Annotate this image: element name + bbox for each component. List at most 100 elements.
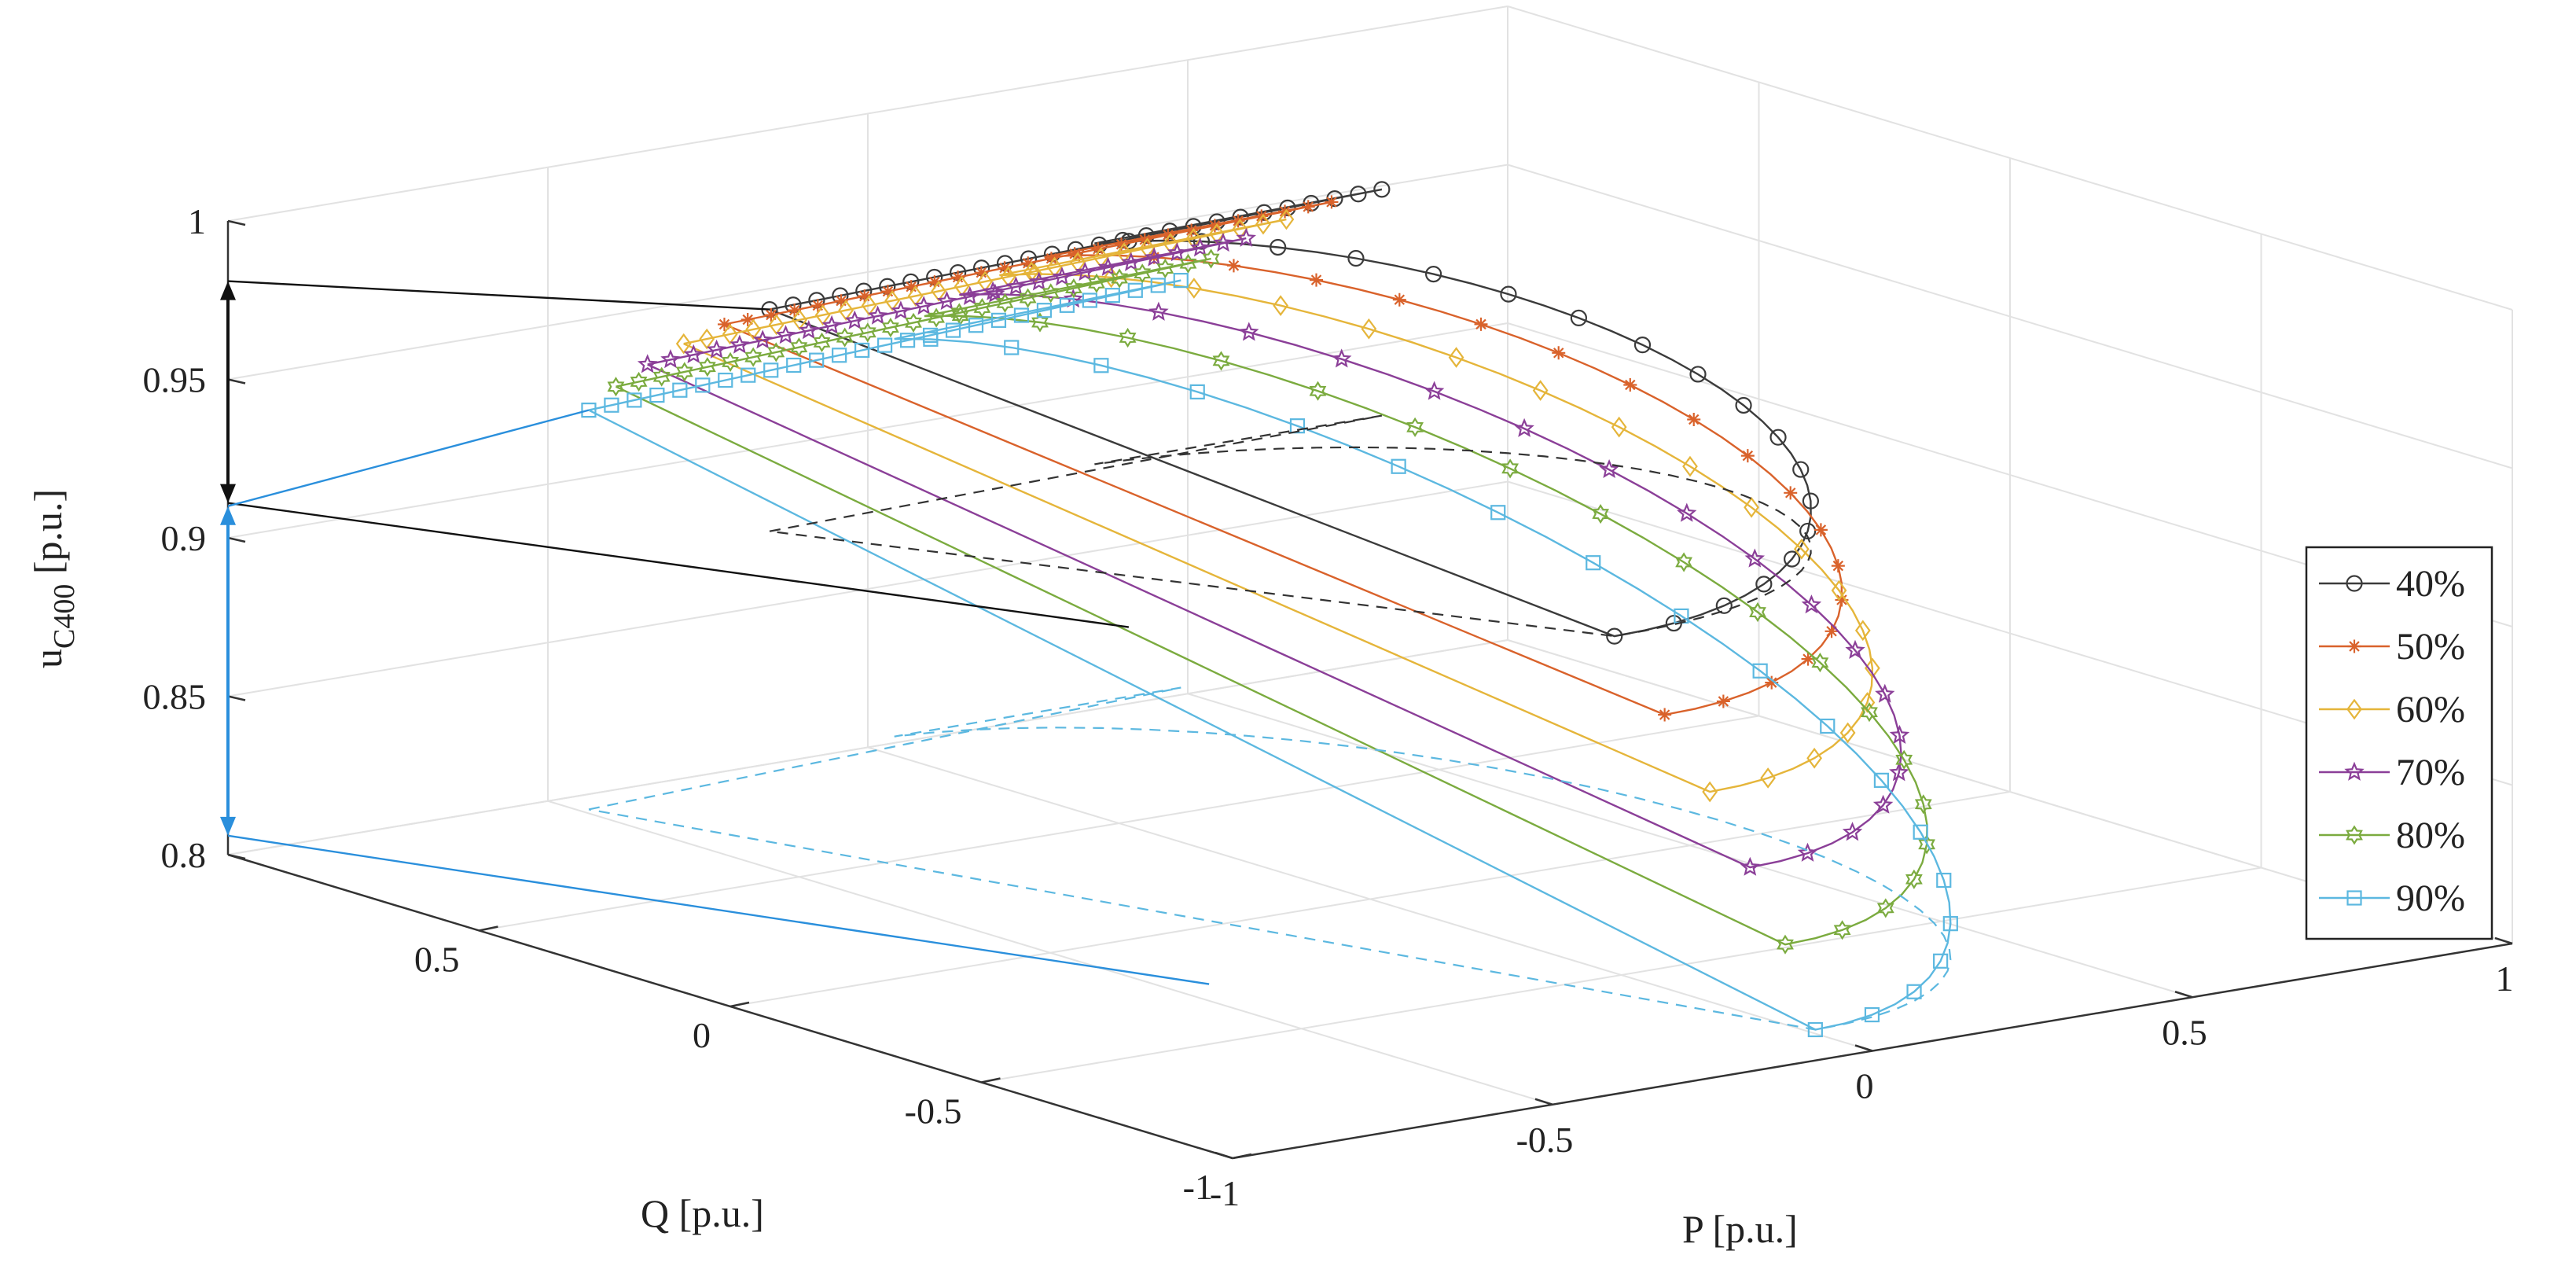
data-point [905,312,922,333]
legend-item: 80% [2319,815,2465,856]
data-point [1005,276,1027,296]
z-tick [227,695,246,701]
z-axis-label-sub: C400 [48,584,81,649]
data-point [1350,186,1367,203]
data-point [813,332,831,352]
data-point [891,300,911,320]
data-point [683,344,704,363]
data-point [1807,1021,1823,1038]
annotation-layer [220,280,1952,1031]
data-point [1876,898,1894,918]
data-point [1831,579,1847,602]
arrow-head [220,506,236,525]
data-point [1111,268,1129,289]
data-point [1093,358,1109,373]
data-point [767,342,785,362]
data-point [1611,416,1627,438]
data-point [899,333,916,348]
data-point [1811,653,1829,673]
data-point [698,357,716,377]
data-point [974,266,988,280]
data-point [928,275,942,289]
data-point [1792,461,1810,478]
x-tick-label: -0.5 [1516,1120,1574,1160]
data-point [695,377,711,393]
data-point [1875,683,1895,703]
data-point [1859,692,1876,713]
data-point [1189,384,1205,399]
data-point [1173,273,1189,289]
x-tick-label: -1 [1210,1173,1240,1213]
data-point [1119,327,1137,348]
data-point [973,298,991,318]
series-line [615,257,1928,946]
legend-label: 70% [2396,752,2465,793]
data-point [1740,449,1755,463]
data-point [834,294,848,308]
y-axis-label: Q [p.u.] [641,1191,764,1235]
data-point [1255,204,1273,221]
data-point [1028,271,1049,291]
data-point [675,333,692,355]
data-point [1760,767,1776,789]
data-point [936,290,957,311]
y-tick [479,925,498,932]
data-point [1347,249,1365,267]
data-point [1854,620,1871,642]
z-tick-label: 1 [188,201,206,241]
arrow-head [220,816,236,836]
grid-line [227,6,1508,222]
legend-item: 40% [2319,563,2465,605]
data-point [1797,842,1818,862]
data-point [1865,657,1880,679]
data-point [838,300,854,321]
data-point [722,351,740,372]
data-point [1835,593,1849,607]
data-point [1784,550,1801,568]
data-point [881,318,899,338]
z-tick-label: 0.8 [161,835,207,875]
data-point [1802,492,1819,510]
data-point [998,261,1012,275]
data-point [1777,934,1794,955]
data-point [1115,237,1129,252]
data-point [1586,555,1601,571]
z-tick-label: 0.85 [143,677,207,717]
data-point [1156,258,1174,279]
data-point [1137,233,1152,247]
data-point [931,280,946,302]
data-point [1278,208,1295,230]
data-point [1325,195,1339,209]
grid-line [227,480,1508,697]
data-point [884,290,900,311]
data-point [786,357,802,373]
data-point [1905,869,1923,889]
data-point [1749,602,1766,623]
data-point [1301,200,1315,214]
data-point [983,281,1003,300]
data-point [1864,1006,1880,1023]
y-tick-label: 0 [693,1015,711,1055]
data-point [790,337,808,358]
data-point [1918,834,1936,855]
legend-label: 90% [2396,877,2465,919]
data-point [2346,575,2363,592]
data-point [907,285,924,307]
data-point [1831,559,1845,573]
data-point [675,362,693,382]
data-point [1013,307,1030,323]
z-axis-label-unit: [p.u.] [26,489,70,584]
legend-item: 70% [2319,752,2465,793]
data-point [996,292,1014,313]
series-line [724,201,1843,716]
data-point [877,337,893,353]
data-point [1702,781,1718,803]
series-line [769,188,1812,638]
series-40pct [761,181,1819,645]
data-point [607,377,625,397]
legend-item: 50% [2319,626,2465,668]
data-point [1091,242,1105,256]
data-point [1207,219,1222,233]
data-point [1148,301,1169,321]
data-point [868,305,888,325]
